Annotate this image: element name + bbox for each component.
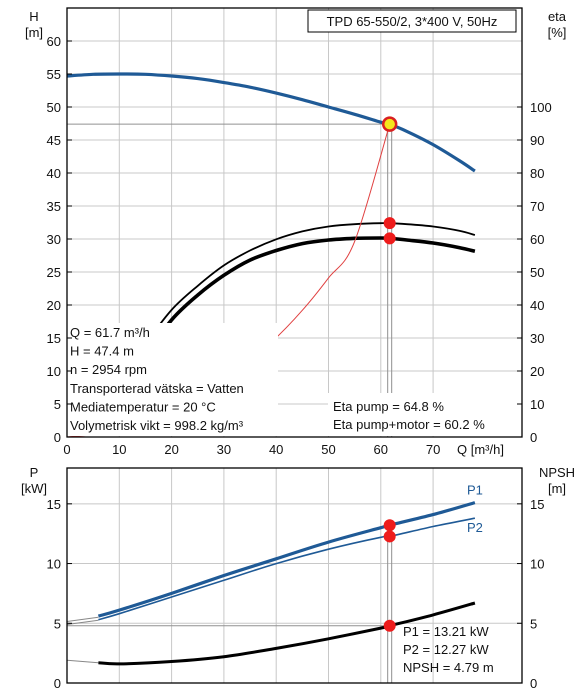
y-tick-label-left: 0 — [54, 430, 61, 445]
series-line-npsh — [98, 601, 476, 666]
power-info-line: NPSH = 4.79 m — [403, 660, 494, 675]
info-line: Volymetrisk vikt = 998.2 kg/m³ — [70, 418, 244, 433]
y-axis-label-left: H — [29, 9, 38, 24]
x-tick-label: 40 — [269, 442, 283, 457]
x-axis-label: Q [m³/h] — [457, 442, 504, 457]
y-tick-label-left: 0 — [54, 676, 61, 691]
series-line-p1 — [97, 501, 476, 618]
info-line: Q = 61.7 m³/h — [70, 325, 150, 340]
y-tick-label-right: 0 — [530, 430, 537, 445]
x-tick-label: 60 — [374, 442, 388, 457]
y-tick-label-right: 5 — [530, 616, 537, 631]
y-tick-label-right: 100 — [530, 100, 552, 115]
y-tick-label-right: 30 — [530, 331, 544, 346]
x-tick-label: 20 — [164, 442, 178, 457]
y-axis-label-right: NPSH — [539, 465, 575, 480]
lead-in-p2 — [66, 619, 99, 625]
y-tick-label-left: 10 — [47, 364, 61, 379]
y-axis-label-right: eta — [548, 9, 567, 24]
info-line: H = 47.4 m — [70, 344, 134, 359]
info-line: Transporterad vätska = Vatten — [70, 381, 244, 396]
y-tick-label-right: 80 — [530, 166, 544, 181]
y-tick-label-left: 35 — [47, 199, 61, 214]
y-tick-label-left: 50 — [47, 100, 61, 115]
y-axis-unit-right: [%] — [548, 25, 567, 40]
y-tick-label-right: 10 — [530, 557, 544, 572]
y-axis-unit-left: [m] — [25, 25, 43, 40]
series-line-eta-pump-motor — [128, 236, 476, 380]
efficiency-point-marker — [383, 217, 396, 230]
power-info-line: P2 = 12.27 kW — [403, 642, 489, 657]
y-tick-label-left: 20 — [47, 298, 61, 313]
y-tick-label-right: 40 — [530, 298, 544, 313]
series-line-eta-pump — [129, 222, 476, 372]
x-tick-label: 10 — [112, 442, 126, 457]
eta-info-line: Eta pump+motor = 60.2 % — [333, 417, 485, 432]
y-tick-label-right: 50 — [530, 265, 544, 280]
y-tick-label-left: 25 — [47, 265, 61, 280]
y-tick-label-left: 60 — [47, 34, 61, 49]
y-axis-unit-right: [m] — [548, 481, 566, 496]
info-line: n = 2954 rpm — [70, 362, 147, 377]
power-info-line: P1 = 13.21 kW — [403, 624, 489, 639]
lead-in-p1 — [66, 616, 99, 622]
y-tick-label-right: 70 — [530, 199, 544, 214]
head-efficiency-panel: TPD 65-550/2, 3*400 V, 50Hz 0 5 10 15 20 25 30 3… — [25, 7, 567, 457]
operating-point-marker — [383, 519, 396, 532]
chart-title: TPD 65-550/2, 3*400 V, 50Hz — [327, 14, 498, 29]
plot-frame — [66, 467, 523, 684]
y-tick-label-right: 0 — [530, 676, 537, 691]
x-tick-label: 50 — [321, 442, 335, 457]
eta-box-bg — [328, 393, 521, 436]
y-tick-label-left: 55 — [47, 67, 61, 82]
info-line: Mediatemperatur = 20 °C — [70, 399, 216, 414]
series-line-p2 — [98, 517, 476, 621]
lead-in-npsh — [66, 659, 99, 664]
y-tick-label-left: 5 — [54, 616, 61, 631]
y-tick-label-right: 10 — [530, 397, 544, 412]
x-tick-label: 30 — [217, 442, 231, 457]
y-tick-label-right: 90 — [530, 133, 544, 148]
x-tick-label: 0 — [63, 442, 70, 457]
eta-info-line: Eta pump = 64.8 % — [333, 399, 444, 414]
y-tick-label-right: 20 — [530, 364, 544, 379]
y-tick-label-left: 40 — [47, 166, 61, 181]
operating-point-marker — [383, 619, 396, 632]
efficiency-point-marker — [383, 232, 396, 245]
operating-point-marker — [383, 530, 396, 543]
y-tick-label-left: 45 — [47, 133, 61, 148]
title-box — [307, 9, 517, 33]
x-tick-label: 70 — [426, 442, 440, 457]
y-tick-label-right: 15 — [530, 497, 544, 512]
y-tick-label-left: 15 — [47, 497, 61, 512]
y-tick-label-left: 30 — [47, 232, 61, 247]
y-tick-label-left: 5 — [54, 397, 61, 412]
y-axis-label-left: P — [30, 465, 39, 480]
plot-frame — [66, 7, 523, 438]
y-axis-unit-left: [kW] — [21, 481, 47, 496]
y-tick-label-left: 10 — [47, 557, 61, 572]
series-line-h — [66, 72, 476, 173]
power-npsh-panel: P1 P2 0 5 10 15 0 5 10 15 P[kW] NPSH[m] P1 = 13.21 k… — [21, 465, 575, 691]
y-tick-label-left: 15 — [47, 331, 61, 346]
y-tick-label-right: 60 — [530, 232, 544, 247]
duty-point-marker — [381, 116, 398, 132]
series-label-p1: P1 — [467, 483, 483, 498]
series-label-p2: P2 — [467, 520, 483, 535]
info-box-bg — [68, 323, 278, 436]
